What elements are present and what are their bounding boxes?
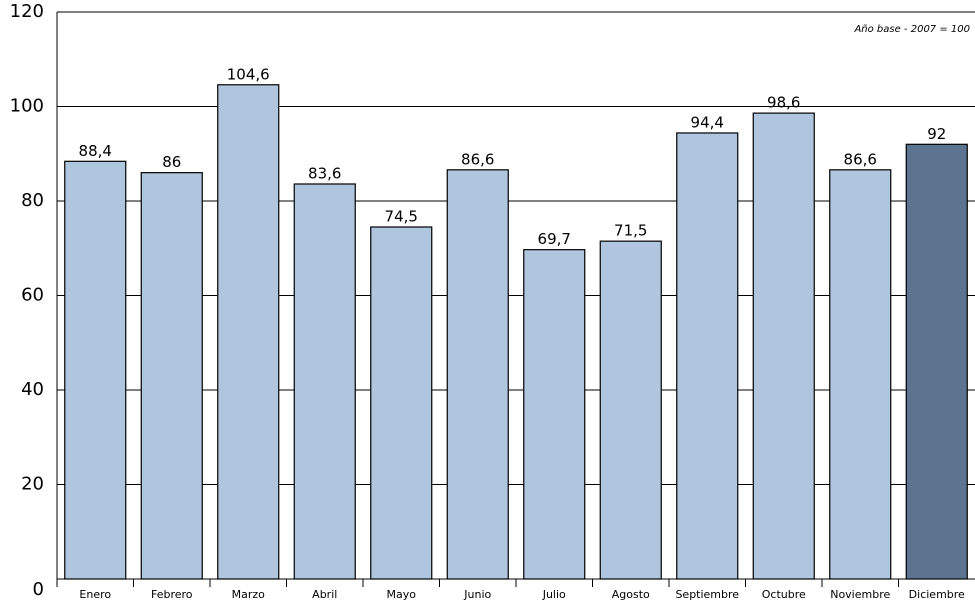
bar bbox=[752, 112, 815, 580]
x-tick-label: Abril bbox=[312, 588, 337, 600]
x-tick-label: Mayo bbox=[387, 588, 417, 600]
bar bbox=[217, 84, 280, 580]
y-tick-label: 100 bbox=[10, 96, 44, 117]
y-tick-label: 80 bbox=[21, 190, 44, 211]
x-tick-label: Febrero bbox=[151, 588, 193, 600]
y-tick-label: 120 bbox=[10, 1, 44, 22]
value-label: 74,5 bbox=[385, 207, 418, 225]
bar bbox=[64, 160, 127, 580]
x-tick-label: Diciembre bbox=[909, 588, 965, 600]
bar bbox=[140, 172, 203, 580]
x-tick-label: Agosto bbox=[612, 588, 650, 600]
x-tick-label: Noviembre bbox=[830, 588, 890, 600]
value-label: 83,6 bbox=[308, 164, 341, 182]
x-tick-label: Marzo bbox=[232, 588, 266, 600]
value-label: 88,4 bbox=[79, 142, 112, 160]
x-tick-label: Junio bbox=[463, 588, 491, 600]
value-label: 86 bbox=[162, 153, 181, 171]
value-label: 98,6 bbox=[767, 94, 800, 112]
bar bbox=[599, 240, 662, 580]
x-tick-label: Septiembre bbox=[675, 588, 739, 600]
y-tick-label: 0 bbox=[33, 579, 44, 600]
annotation: Año base - 2007 = 100 bbox=[853, 24, 970, 35]
y-tick-label: 40 bbox=[21, 379, 44, 400]
value-label: 69,7 bbox=[538, 230, 571, 248]
x-tick-label: Enero bbox=[79, 588, 111, 600]
bar bbox=[446, 169, 509, 580]
value-label: 71,5 bbox=[614, 222, 647, 240]
value-label: 94,4 bbox=[691, 113, 724, 131]
bar bbox=[523, 249, 586, 580]
x-tick-label: Julio bbox=[542, 588, 566, 600]
bar bbox=[370, 226, 433, 580]
value-label: 92 bbox=[927, 125, 946, 143]
bar bbox=[829, 169, 892, 580]
bar bbox=[293, 183, 356, 580]
bar bbox=[676, 132, 739, 580]
y-tick-label: 20 bbox=[21, 474, 44, 495]
y-tick-label: 60 bbox=[21, 285, 44, 306]
value-label: 86,6 bbox=[461, 150, 494, 168]
bar bbox=[905, 143, 968, 580]
value-label: 86,6 bbox=[844, 150, 877, 168]
value-label: 104,6 bbox=[227, 65, 270, 83]
x-tick-label: Octubre bbox=[762, 588, 806, 600]
